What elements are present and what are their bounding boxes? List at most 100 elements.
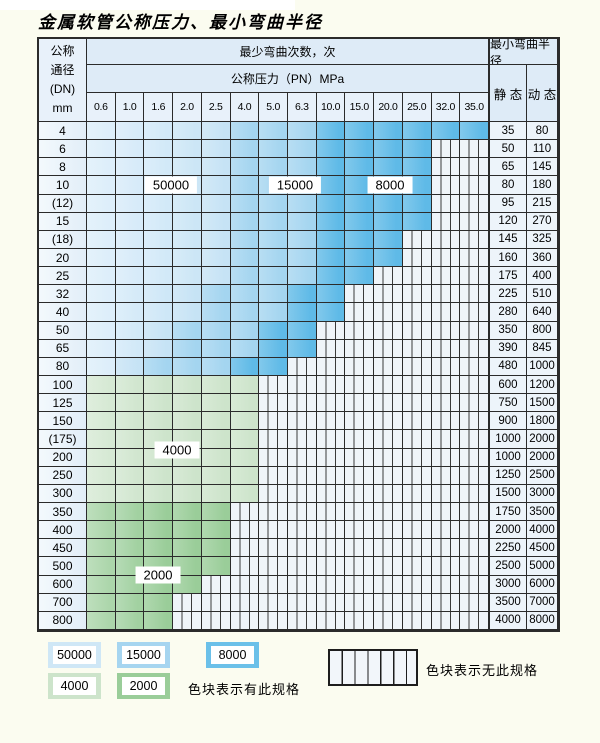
spec-cell <box>87 539 116 558</box>
no-spec-cell <box>374 357 403 376</box>
spec-cell <box>87 521 116 540</box>
spec-cell <box>87 575 116 594</box>
dn-cell: 350 <box>39 502 87 522</box>
spec-cell <box>316 303 346 322</box>
no-spec-cell <box>287 502 317 522</box>
static-value-cell: 120 <box>488 212 527 231</box>
no-spec-cell <box>230 557 260 576</box>
no-spec-cell <box>345 557 375 576</box>
spec-cell <box>173 230 202 249</box>
no-spec-cell <box>316 321 346 340</box>
no-spec-cell <box>460 412 489 431</box>
dynamic-value-cell: 215 <box>526 194 558 213</box>
legend-swatch-value: 50000 <box>53 646 96 664</box>
no-spec-cell <box>460 484 489 503</box>
no-spec-cell <box>374 285 403 304</box>
no-spec-cell <box>374 412 403 431</box>
dn-cell: 4 <box>39 122 87 141</box>
spec-cell <box>173 394 202 413</box>
no-spec-cell <box>374 593 403 612</box>
no-spec-cell <box>402 230 432 249</box>
spec-cell <box>201 194 231 213</box>
spec-cell <box>87 593 116 612</box>
no-spec-cell <box>460 593 489 612</box>
no-spec-cell <box>259 375 288 395</box>
no-spec-cell <box>402 466 432 485</box>
spec-cell <box>115 285 145 304</box>
dynamic-col-header: 动 态 <box>526 65 558 122</box>
no-spec-cell <box>345 412 375 431</box>
spec-cell <box>316 248 346 268</box>
spec-cell <box>87 339 116 358</box>
dynamic-value-cell: 325 <box>526 230 558 249</box>
no-spec-cell <box>402 611 432 630</box>
spec-cell <box>173 521 202 540</box>
spec-cell <box>460 122 489 141</box>
spec-cell <box>144 484 174 503</box>
no-spec-cell <box>316 466 346 485</box>
spec-cell <box>115 176 145 195</box>
spec-cell <box>144 412 174 431</box>
dynamic-value-cell: 110 <box>526 140 558 159</box>
spec-cell <box>173 248 202 268</box>
static-value-cell: 1500 <box>488 484 527 503</box>
dn-cell: (175) <box>39 430 87 449</box>
static-value-cell: 50 <box>488 140 527 159</box>
spec-cell <box>201 357 231 376</box>
spec-cell <box>201 394 231 413</box>
no-spec-cell <box>287 593 317 612</box>
spec-cell <box>230 484 260 503</box>
no-spec-cell <box>316 521 346 540</box>
spec-cell <box>374 158 403 177</box>
spec-cell <box>201 448 231 467</box>
no-spec-cell <box>345 611 375 630</box>
spec-cell <box>115 140 145 159</box>
no-spec-cell <box>374 339 403 358</box>
no-spec-cell <box>230 502 260 522</box>
legend-swatch: 4000 <box>48 673 101 699</box>
no-spec-cell <box>402 375 432 395</box>
spec-cell <box>144 212 174 231</box>
no-spec-cell <box>173 611 202 630</box>
no-spec-cell <box>431 176 461 195</box>
no-spec-cell <box>259 539 288 558</box>
spec-cell <box>87 466 116 485</box>
no-spec-cell <box>460 176 489 195</box>
spec-cell <box>115 394 145 413</box>
no-spec-cell <box>460 158 489 177</box>
no-spec-cell <box>259 575 288 594</box>
no-spec-cell <box>345 430 375 449</box>
static-value-cell: 600 <box>488 375 527 395</box>
no-spec-cell <box>431 303 461 322</box>
spec-cell <box>87 375 116 395</box>
spec-cell <box>201 230 231 249</box>
dn-cell: 50 <box>39 321 87 340</box>
spec-cell <box>87 194 116 213</box>
spec-cell <box>144 303 174 322</box>
static-value-cell: 3000 <box>488 575 527 594</box>
spec-cell <box>316 176 346 195</box>
dynamic-value-cell: 1200 <box>526 375 558 395</box>
spec-cell <box>173 539 202 558</box>
static-value-cell: 1000 <box>488 430 527 449</box>
no-spec-cell <box>374 484 403 503</box>
spec-cell <box>115 448 145 467</box>
spec-cell <box>259 140 288 159</box>
dn-cell: 80 <box>39 357 87 376</box>
dn-cell: 100 <box>39 375 87 395</box>
no-spec-cell <box>460 502 489 522</box>
legend-swatch-value: 8000 <box>211 646 254 664</box>
spec-cell <box>87 176 116 195</box>
static-value-cell: 3500 <box>488 593 527 612</box>
no-spec-cell <box>460 375 489 395</box>
no-spec-cell <box>460 394 489 413</box>
no-spec-cell <box>345 448 375 467</box>
no-spec-cell <box>402 484 432 503</box>
no-spec-cell <box>460 430 489 449</box>
spec-cell <box>115 521 145 540</box>
no-spec-cell <box>173 593 202 612</box>
bend-cycles-header: 最少弯曲次数，次 <box>87 39 489 65</box>
spec-cell <box>87 267 116 286</box>
no-spec-cell <box>345 502 375 522</box>
spec-cell <box>173 466 202 485</box>
